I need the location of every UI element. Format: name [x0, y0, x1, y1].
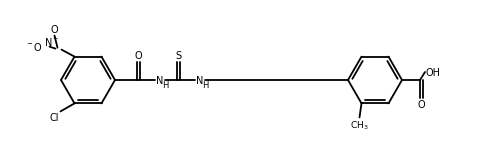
- Text: S: S: [175, 51, 181, 61]
- Text: H: H: [162, 81, 168, 90]
- Text: N: N: [196, 76, 204, 86]
- Text: N: N: [156, 76, 163, 86]
- Text: O: O: [134, 51, 142, 61]
- Text: $^-$O: $^-$O: [24, 41, 43, 53]
- Text: CH$_3$: CH$_3$: [350, 119, 369, 132]
- Text: Cl: Cl: [50, 113, 60, 123]
- Text: O: O: [51, 25, 58, 35]
- Text: N$^+$: N$^+$: [44, 36, 60, 49]
- Text: H: H: [202, 81, 208, 90]
- Text: O: O: [417, 100, 425, 110]
- Text: OH: OH: [425, 68, 440, 78]
